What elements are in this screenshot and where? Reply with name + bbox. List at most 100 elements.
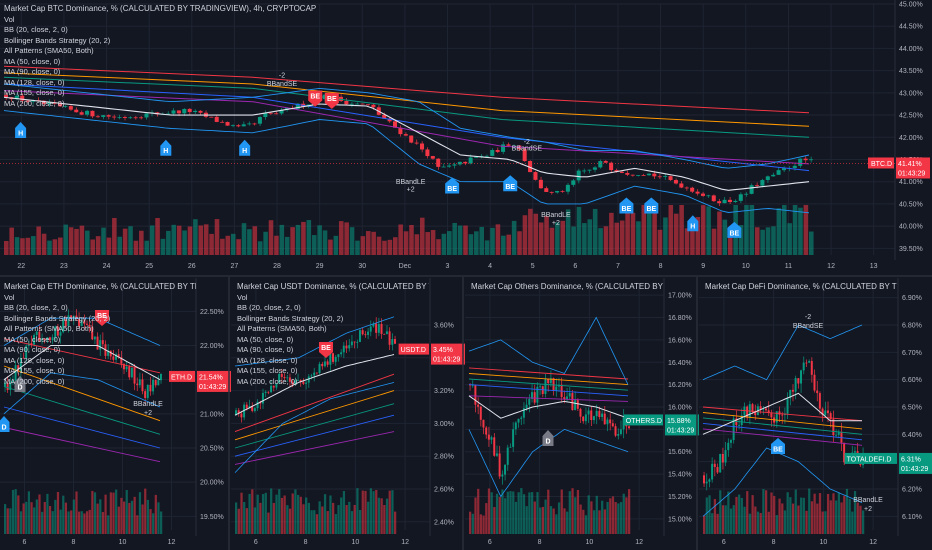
others-candle [520, 417, 523, 419]
btc-indicator-ma50[interactable]: MA (50, close, 0) [4, 56, 61, 66]
eth-indicator-vol[interactable]: Vol [4, 292, 15, 302]
others-panel[interactable]: 17.00% 16.80% 16.60% 16.40% 16.20% 16.00% 15.8… [465, 278, 699, 546]
others-candle [501, 474, 504, 477]
btc-volume-bar [284, 236, 290, 255]
usdt-panel[interactable]: 3.60%3.40%3.20%3.00%2.80%2.60%2.40%68101… [231, 278, 465, 546]
usdt-volume-bar [313, 510, 316, 534]
btc-indicator-vol[interactable]: Vol [4, 14, 15, 24]
usdt-volume-bar [267, 512, 270, 534]
usdt-moving-average-line [234, 373, 395, 433]
eth-candle [62, 319, 65, 333]
btc-candle [41, 100, 46, 104]
others-volume-bar [517, 492, 520, 534]
usdt-indicator-vol[interactable]: Vol [237, 292, 248, 302]
others-chart-title[interactable]: Market Cap Others Dominance, % (CALCULAT… [471, 282, 663, 291]
eth-strategy-note: +2 [144, 410, 152, 417]
btc-indicator-patterns[interactable]: All Patterns (SMA50, Both) [4, 46, 94, 55]
defi-candle [789, 389, 792, 399]
btc-indicator-ma128[interactable]: MA (128, close, 0) [4, 77, 65, 87]
usdt-indicator-ma128[interactable]: MA (128, close, 0) [237, 355, 298, 365]
btc-candle [663, 176, 668, 178]
btc-candle [544, 188, 549, 192]
eth-candle [149, 384, 152, 392]
defi-panel[interactable]: 6.90%6.80%6.70%6.60%6.50%6.40%6.30%6.20%… [699, 278, 932, 546]
btc-panel[interactable]: 45.00% 44.50% 44.00% 43.50% 43.00% 42.50% 42.0… [0, 0, 930, 270]
btc-volume-bar [112, 217, 117, 255]
others-volume-bar [582, 509, 585, 534]
defi-moving-average-line [702, 406, 863, 422]
usdt-indicator-bbs[interactable]: Bollinger Bands Strategy (20, 2) [237, 313, 344, 323]
eth-strategy-note: BBandLE [133, 401, 163, 408]
eth-indicator-ma90[interactable]: MA (90, close, 0) [4, 345, 61, 354]
btc-x-tick-label: 9 [701, 263, 705, 270]
eth-indicator-ma50[interactable]: MA (50, close, 0) [4, 334, 61, 344]
btc-symbol-tag [868, 157, 894, 169]
others-legend: Market Cap Others Dominance, % (CALCULAT… [471, 282, 663, 293]
eth-indicator-bb[interactable]: BB (20, close, 2, 0) [4, 303, 68, 312]
eth-indicator-ma155[interactable]: MA (155, close, 0) [4, 366, 65, 375]
btc-candle [619, 171, 624, 173]
btc-indicator-ma90[interactable]: MA (90, close, 0) [4, 67, 61, 76]
btc-candle [236, 125, 241, 127]
usdt-indicator-ma200[interactable]: MA (200, close, 0) [237, 376, 298, 386]
usdt-indicator-bb[interactable]: BB (20, close, 2, 0) [237, 303, 301, 312]
btc-chart-title[interactable]: Market Cap BTC Dominance, % (CALCULATED … [4, 4, 317, 13]
others-y-tick-label: 15.20% [668, 494, 692, 501]
usdt-volume-bar [259, 502, 262, 534]
btc-volume-bar [760, 229, 765, 255]
btc-volume-bar [700, 205, 706, 255]
usdt-indicator-ma155[interactable]: MA (155, close, 0) [237, 366, 298, 375]
eth-indicator-ma200[interactable]: MA (200, close, 0) [4, 376, 65, 386]
eth-x-tick-label: 12 [168, 539, 176, 546]
usdt-indicator-ma50[interactable]: MA (50, close, 0) [237, 334, 294, 344]
eth-volume-bar [115, 489, 118, 534]
eth-panel[interactable]: 22.50%22.00%21.50%21.00%20.50%20.00%19.5… [0, 278, 231, 546]
eth-candle [115, 354, 118, 360]
btc-candle [106, 115, 111, 117]
btc-volume-bar [517, 231, 522, 255]
eth-indicator-patterns[interactable]: All Patterns (SMA50, Both) [4, 324, 94, 333]
eth-indicator-bbs[interactable]: Bollinger Bands Strategy (20, 2) [4, 313, 111, 323]
btc-y-tick-label: 44.50% [899, 24, 923, 31]
btc-candle [144, 113, 149, 118]
defi-volume-bar [713, 499, 717, 534]
btc-indicator-ma200[interactable]: MA (200, close, 0) [4, 98, 65, 108]
btc-candle [68, 106, 73, 110]
defi-candle [797, 378, 800, 384]
btc-volume-bar [765, 227, 771, 255]
eth-x-tick-label: 10 [119, 539, 127, 546]
btc-pattern-badge-label: H [242, 148, 247, 155]
usdt-volume-bar [356, 488, 359, 534]
btc-candle [582, 170, 587, 172]
defi-chart-title[interactable]: Market Cap DeFi Dominance, % (CALCULATED… [705, 282, 897, 291]
btc-indicator-bb[interactable]: BB (20, close, 2, 0) [4, 25, 68, 34]
eth-chart-title[interactable]: Market Cap ETH Dominance, % (CALCULATED … [4, 282, 196, 291]
btc-indicator-ma155[interactable]: MA (155, close, 0) [4, 88, 65, 97]
btc-candle [220, 121, 225, 123]
usdt-indicator-ma90[interactable]: MA (90, close, 0) [237, 345, 294, 354]
usdt-candle [372, 323, 375, 327]
btc-candle [528, 161, 533, 173]
others-volume-bar [525, 506, 528, 534]
defi-candle [703, 475, 705, 484]
btc-volume-bar [295, 224, 301, 255]
usdt-y-tick-label: 3.60% [434, 323, 454, 330]
others-volume-bar [487, 488, 491, 534]
btc-candle [392, 121, 398, 128]
btc-pattern-badge [160, 139, 172, 156]
usdt-chart-title[interactable]: Market Cap USDT Dominance, % (CALCULATED… [237, 282, 429, 291]
usdt-volume-bar [270, 488, 273, 534]
btc-strategy-note: +2 [552, 220, 560, 227]
btc-indicator-bbs[interactable]: Bollinger Bands Strategy (20, 2) [4, 35, 111, 45]
usdt-indicator-patterns[interactable]: All Patterns (SMA50, Both) [237, 324, 327, 333]
btc-volume-bar [614, 222, 620, 255]
btc-candle [371, 104, 376, 108]
eth-volume-bar [78, 511, 81, 534]
others-candle [512, 429, 515, 447]
others-candle [582, 416, 585, 422]
defi-volume-bar [835, 500, 838, 534]
usdt-candle [302, 381, 305, 384]
eth-indicator-ma128[interactable]: MA (128, close, 0) [4, 355, 65, 365]
others-bb-basis-line [468, 395, 629, 419]
btc-volume-bar [582, 223, 587, 255]
